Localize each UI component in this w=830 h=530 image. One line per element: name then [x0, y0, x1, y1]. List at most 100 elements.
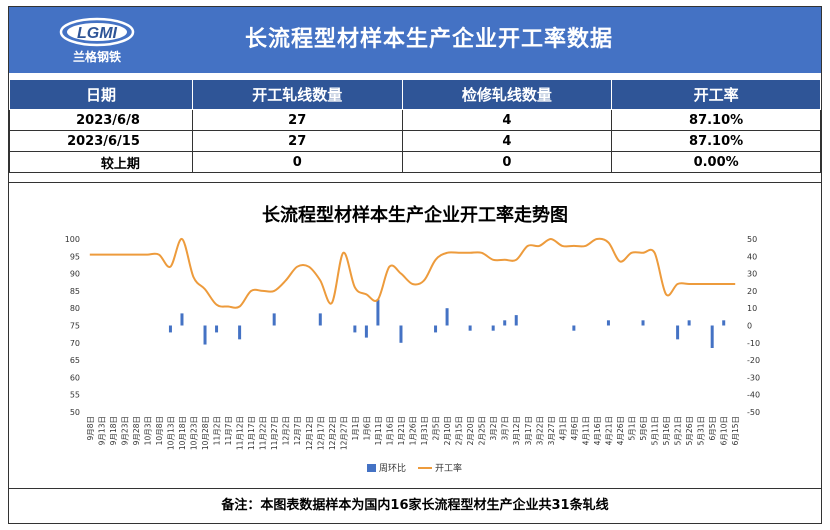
logo-subtext: 兰格钢铁: [73, 49, 121, 64]
x-axis-tick-label: 11月27日: [270, 416, 279, 450]
x-axis-tick-label: 4月16日: [593, 416, 602, 445]
right-axis-tick-label: -10: [747, 339, 760, 348]
x-axis-tick-label: 2月25日: [478, 416, 487, 445]
x-axis-tick-label: 5月6日: [639, 416, 648, 441]
right-axis-tick-label: 50: [747, 235, 757, 244]
left-axis-tick-label: 95: [70, 252, 80, 261]
x-axis-tick-label: 5月1日: [628, 416, 637, 441]
table-row: 2023/6/15 27 4 87.10%: [9, 130, 821, 152]
x-axis-tick-label: 11月2日: [213, 416, 222, 445]
left-axis-tick-label: 100: [65, 235, 80, 244]
left-axis-tick-label: 70: [70, 339, 80, 348]
x-axis-tick-label: 11月12日: [236, 416, 245, 450]
x-axis-tick-label: 12月17日: [316, 416, 325, 450]
x-axis-tick-label: 10月28日: [201, 416, 210, 450]
report-frame: LGMI 兰格钢铁 长流程型材样本生产企业开工率数据 日期 开工轧线数量 检修轧…: [8, 6, 822, 524]
page-title: 长流程型材样本生产企业开工率数据: [244, 27, 613, 52]
right-axis-tick-label: -40: [747, 391, 760, 400]
bar-week-change: [215, 325, 219, 333]
bar-week-change: [491, 325, 495, 331]
x-axis-tick-label: 11月22日: [259, 416, 268, 450]
chart-title: 长流程型材样本生产企业开工率走势图: [262, 205, 568, 226]
bar-week-change: [434, 325, 438, 333]
logo-text: LGMI: [77, 25, 118, 42]
x-axis-tick-label: 5月11日: [651, 416, 660, 445]
bar-week-change: [468, 325, 472, 331]
cell-operating-rate: 87.10%: [611, 130, 821, 152]
right-axis-tick-label: 30: [747, 270, 757, 279]
table-row: 较上期 0 0 0.00%: [9, 151, 821, 173]
x-axis-tick-label: 10月3日: [143, 416, 152, 445]
table-row: 2023/6/8 27 4 87.10%: [9, 109, 821, 131]
x-axis-tick-label: 10月8日: [155, 416, 164, 445]
x-axis-tick-label: 10月18日: [178, 416, 187, 450]
x-axis-tick-label: 5月16日: [662, 416, 671, 445]
x-axis-tick-label: 9月8日: [86, 416, 95, 441]
x-axis-tick-label: 4月6日: [570, 416, 579, 441]
left-axis-tick-label: 65: [70, 356, 80, 365]
right-axis-tick-label: 20: [747, 287, 757, 296]
bar-week-change: [272, 313, 276, 326]
x-axis-tick-label: 3月17日: [524, 416, 533, 445]
x-axis-tick-label: 6月10日: [720, 416, 729, 445]
bar-week-change: [710, 325, 714, 348]
cell-active-lines: 27: [191, 109, 403, 131]
bar-week-change: [203, 325, 207, 345]
column-header-active-lines: 开工轧线数量: [191, 79, 403, 110]
x-axis-tick-label: 1月31日: [420, 416, 429, 445]
cell-active-lines: 27: [191, 130, 403, 152]
column-header-date: 日期: [9, 79, 193, 110]
bar-week-change: [687, 320, 691, 326]
bar-week-change: [364, 325, 368, 338]
x-axis-tick-label: 12月2日: [282, 416, 291, 445]
left-axis-tick-label: 60: [70, 373, 80, 382]
x-axis-tick-label: 3月2日: [489, 416, 498, 441]
x-axis-tick-label: 12月22日: [328, 416, 337, 450]
left-axis-tick-label: 85: [70, 287, 80, 296]
bar-week-change: [445, 308, 449, 326]
right-axis-tick-label: 0: [747, 322, 752, 331]
x-axis-tick-label: 1月21日: [397, 416, 406, 445]
footer-note: 备注：本图表数据样本为国内16家长流程型材生产企业共31条轧线: [9, 488, 821, 523]
x-axis-tick-label: 12月27日: [339, 416, 348, 450]
left-axis-tick-label: 80: [70, 304, 80, 313]
bar-week-change: [572, 325, 576, 331]
x-axis-tick-label: 3月7日: [501, 416, 510, 441]
cell-operating-rate: 87.10%: [611, 109, 821, 131]
bar-week-change: [641, 320, 645, 326]
bar-week-change: [514, 315, 518, 326]
x-axis-tick-label: 1月16日: [385, 416, 394, 445]
bar-week-change: [676, 325, 680, 340]
legend-swatch-bar: [367, 464, 376, 472]
x-axis-tick-label: 2月10日: [443, 416, 452, 445]
x-axis-tick-label: 2月5日: [432, 416, 441, 441]
right-axis-tick-label: -20: [747, 356, 760, 365]
bar-week-change: [238, 325, 242, 340]
bar-week-change: [722, 320, 726, 326]
x-axis-tick-label: 4月1日: [558, 416, 567, 441]
legend-label-bar: 周环比: [379, 462, 406, 474]
x-axis-tick-label: 4月11日: [581, 416, 590, 445]
right-axis-tick-label: 40: [747, 252, 757, 261]
bar-week-change: [376, 299, 380, 326]
bar-week-change: [606, 320, 610, 326]
x-axis-tick-label: 9月28日: [132, 416, 141, 445]
bar-week-change: [168, 325, 172, 333]
x-axis-tick-label: 1月26日: [409, 416, 418, 445]
x-axis-tick-label: 1月1日: [351, 416, 360, 441]
x-axis-tick-label: 3月22日: [535, 416, 544, 445]
cell-date: 较上期: [9, 151, 193, 173]
left-axis-tick-label: 75: [70, 322, 80, 331]
x-axis-tick-label: 3月27日: [547, 416, 556, 445]
x-axis-tick-label: 2月20日: [466, 416, 475, 445]
cell-operating-rate: 0.00%: [611, 151, 821, 173]
x-axis-tick-label: 6月5日: [708, 416, 717, 441]
x-axis-tick-label: 9月13日: [97, 416, 106, 445]
cell-active-lines: 0: [191, 151, 403, 173]
x-axis-tick-label: 11月17日: [247, 416, 256, 450]
lgmi-logo: LGMI 兰格钢铁: [59, 17, 135, 64]
x-axis-tick-label: 3月12日: [512, 416, 521, 445]
x-axis-tick-label: 9月18日: [109, 416, 118, 445]
x-axis-tick-label: 10月23日: [190, 416, 199, 450]
left-axis-tick-label: 90: [70, 270, 80, 279]
